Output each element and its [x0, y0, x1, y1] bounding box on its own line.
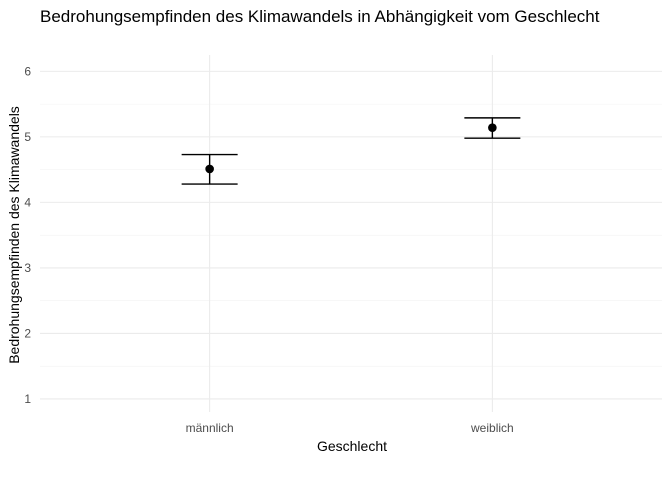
x-tick-labels: männlich weiblich — [186, 421, 514, 435]
y-tick-label: 6 — [24, 64, 31, 78]
data-marks — [181, 117, 521, 185]
x-tick-label-weiblich: weiblich — [470, 421, 514, 435]
data-point-2 — [488, 123, 497, 133]
y-tick-label: 4 — [24, 195, 31, 209]
y-tick-label: 1 — [24, 392, 31, 406]
y-tick-label: 3 — [24, 261, 31, 275]
x-axis-title: Geschlecht — [317, 438, 387, 454]
grid — [40, 55, 662, 412]
x-tick-label-maennlich: männlich — [186, 421, 234, 435]
y-tick-labels: 1 2 3 4 5 6 — [24, 64, 31, 406]
data-point-1 — [205, 164, 214, 174]
y-tick-label: 5 — [24, 130, 31, 144]
chart-title: Bedrohungsempfinden des Klimawandels in … — [40, 7, 600, 26]
y-axis-title: Bedrohungsempfinden des Klimawandels — [6, 106, 22, 364]
y-tick-label: 2 — [24, 326, 31, 340]
